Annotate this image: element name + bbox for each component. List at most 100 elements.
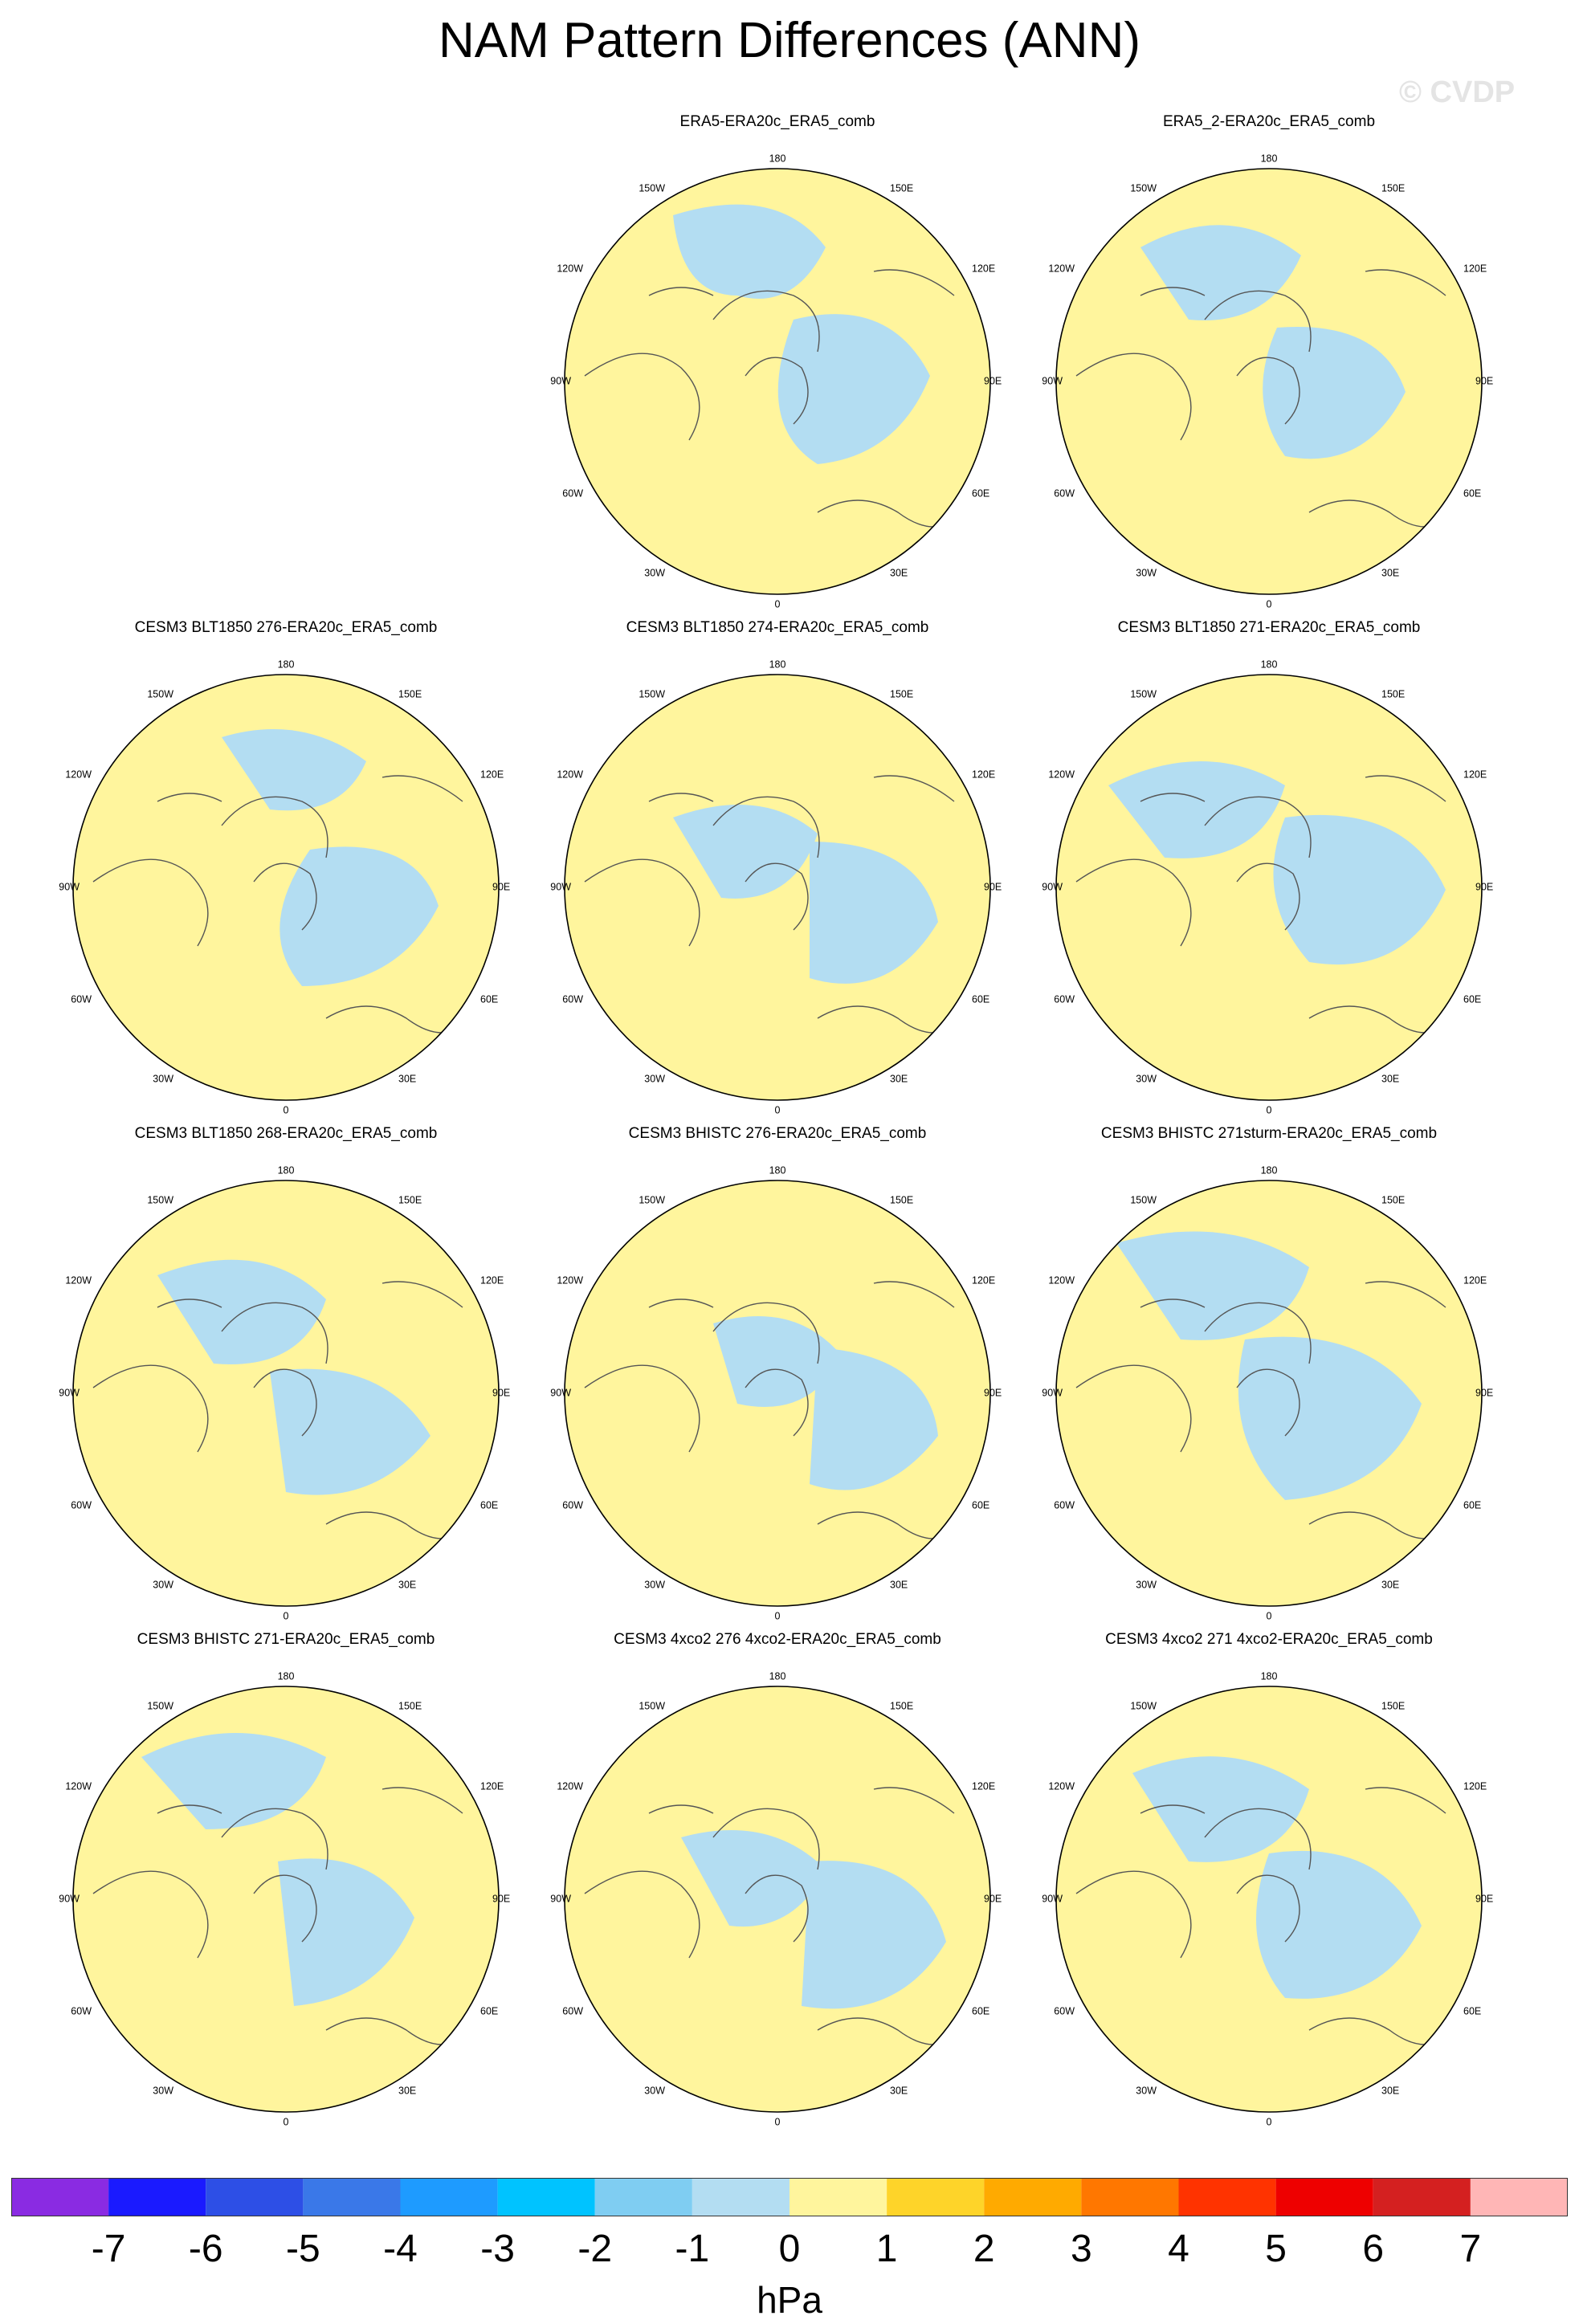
longitude-label: 90W bbox=[1042, 881, 1063, 892]
coastline bbox=[745, 1874, 809, 1943]
map-field bbox=[1056, 675, 1482, 1100]
longitude-label: 0 bbox=[284, 1104, 289, 1115]
longitude-label: 60W bbox=[562, 1499, 583, 1511]
coastline bbox=[1365, 269, 1446, 296]
longitude-label: 120W bbox=[1048, 1274, 1075, 1286]
longitude-label: 30W bbox=[1136, 1073, 1157, 1084]
map-field bbox=[1056, 1180, 1482, 1606]
colorbar-swatch bbox=[1275, 2178, 1373, 2216]
colorbar-tick-label: 7 bbox=[1460, 2228, 1482, 2270]
longitude-label: 60E bbox=[972, 1499, 989, 1511]
negative-anomaly-area bbox=[777, 314, 930, 464]
longitude-label: 150E bbox=[1381, 1194, 1405, 1205]
coastline bbox=[873, 1787, 955, 1814]
colorbar-swatch bbox=[400, 2178, 498, 2216]
longitude-label: 90W bbox=[59, 881, 80, 892]
polar-map: 180 150E 120E 90E 60E 30E 0 30W 60W 90W 120W 150W bbox=[550, 658, 1002, 1115]
coastline bbox=[648, 793, 714, 802]
map-frame bbox=[1055, 1686, 1483, 2113]
coastline bbox=[712, 290, 820, 353]
colorbar-tick-label: -4 bbox=[383, 2228, 418, 2270]
longitude-label: 30W bbox=[1136, 2085, 1157, 2096]
colorbar-swatch bbox=[303, 2178, 401, 2216]
longitude-label: 60W bbox=[1054, 993, 1075, 1005]
colorbar-tick-label: 2 bbox=[973, 2228, 995, 2270]
map-frame bbox=[564, 168, 991, 595]
longitude-label: 120E bbox=[480, 1274, 504, 1286]
longitude-label: 90E bbox=[1475, 881, 1493, 892]
longitude-label: 150E bbox=[890, 1194, 913, 1205]
negative-anomaly-area bbox=[222, 729, 366, 811]
negative-anomaly-area bbox=[1263, 327, 1406, 459]
colorbar-tick-label: -2 bbox=[577, 2228, 612, 2270]
colorbar-swatch bbox=[984, 2178, 1082, 2216]
longitude-label: 120E bbox=[1463, 263, 1487, 274]
longitude-label: 90E bbox=[984, 881, 1002, 892]
longitude-label: 120E bbox=[480, 769, 504, 780]
longitude-label: 150E bbox=[1381, 182, 1405, 194]
map-panel: ERA5_2-ERA20c_ERA5_comb 180 150E 120E 90E 60E… bbox=[1042, 112, 1494, 618]
positive-anomaly-area bbox=[73, 675, 499, 1100]
coastline bbox=[712, 1302, 820, 1364]
coastline bbox=[1075, 1364, 1192, 1453]
longitude-label: 180 bbox=[1261, 153, 1278, 164]
map-frame bbox=[72, 1686, 500, 2113]
colorbar-swatch bbox=[1081, 2178, 1179, 2216]
coastline bbox=[1365, 1787, 1446, 1814]
map-panel: CESM3 4xco2 271 4xco2-ERA20c_ERA5_comb 18… bbox=[1042, 1630, 1494, 2136]
page-title: NAM Pattern Differences (ANN) bbox=[439, 13, 1140, 68]
coastline bbox=[381, 775, 463, 802]
coastline bbox=[1075, 858, 1192, 947]
coastline bbox=[253, 862, 317, 931]
negative-anomaly-area bbox=[279, 846, 439, 986]
coastline bbox=[381, 1787, 463, 1814]
longitude-label: 90E bbox=[984, 1387, 1002, 1398]
longitude-label: 120E bbox=[972, 1274, 995, 1286]
negative-anomaly-area bbox=[810, 842, 938, 984]
longitude-label: 30E bbox=[398, 1579, 416, 1590]
longitude-label: 120E bbox=[972, 263, 995, 274]
longitude-label: 150W bbox=[639, 182, 665, 194]
longitude-label: 120E bbox=[480, 1780, 504, 1792]
longitude-label: 0 bbox=[775, 1104, 781, 1115]
longitude-label: 90W bbox=[550, 1387, 571, 1398]
negative-anomaly-area bbox=[157, 1259, 326, 1364]
coastline bbox=[221, 1808, 328, 1870]
panel-title: CESM3 BHISTC 276-ERA20c_ERA5_comb bbox=[628, 1125, 927, 1142]
map-field bbox=[565, 169, 990, 594]
coastline bbox=[221, 1302, 328, 1364]
longitude-label: 180 bbox=[1261, 1164, 1278, 1176]
longitude-label: 30W bbox=[644, 2085, 665, 2096]
coastline bbox=[1236, 1368, 1300, 1437]
colorbar-swatch bbox=[790, 2178, 887, 2216]
map-panel: CESM3 4xco2 276 4xco2-ERA20c_ERA5_comb 18… bbox=[550, 1630, 1002, 2136]
longitude-label: 150W bbox=[639, 688, 665, 699]
longitude-label: 150W bbox=[639, 1700, 665, 1711]
coastline bbox=[1365, 1281, 1446, 1308]
longitude-label: 150W bbox=[639, 1194, 665, 1205]
map-panel: CESM3 BHISTC 271sturm-ERA20c_ERA5_comb 18… bbox=[1042, 1124, 1494, 1630]
longitude-label: 30W bbox=[153, 1579, 173, 1590]
coastline bbox=[873, 1281, 955, 1308]
longitude-label: 150W bbox=[147, 1194, 173, 1205]
coastline bbox=[1075, 1870, 1192, 1959]
colorbar-tick-label: -5 bbox=[286, 2228, 320, 2270]
longitude-label: 180 bbox=[769, 1670, 786, 1682]
coastline bbox=[157, 1299, 222, 1308]
longitude-label: 90W bbox=[550, 1893, 571, 1904]
colorbar-swatch bbox=[497, 2178, 595, 2216]
coastline bbox=[1236, 357, 1300, 425]
longitude-label: 150E bbox=[398, 1194, 422, 1205]
longitude-label: 90W bbox=[550, 375, 571, 386]
longitude-label: 150E bbox=[890, 688, 913, 699]
colorbar-swatch bbox=[594, 2178, 692, 2216]
coastline bbox=[648, 1804, 714, 1814]
longitude-label: 30E bbox=[398, 2085, 416, 2096]
longitude-label: 120W bbox=[65, 1780, 92, 1792]
longitude-label: 90W bbox=[59, 1893, 80, 1904]
longitude-label: 120W bbox=[65, 769, 92, 780]
map-panel: CESM3 BLT1850 274-ERA20c_ERA5_comb 180 150… bbox=[550, 618, 1002, 1124]
longitude-label: 60E bbox=[480, 1499, 498, 1511]
longitude-label: 60E bbox=[972, 2005, 989, 2016]
longitude-label: 30E bbox=[1381, 2085, 1399, 2096]
